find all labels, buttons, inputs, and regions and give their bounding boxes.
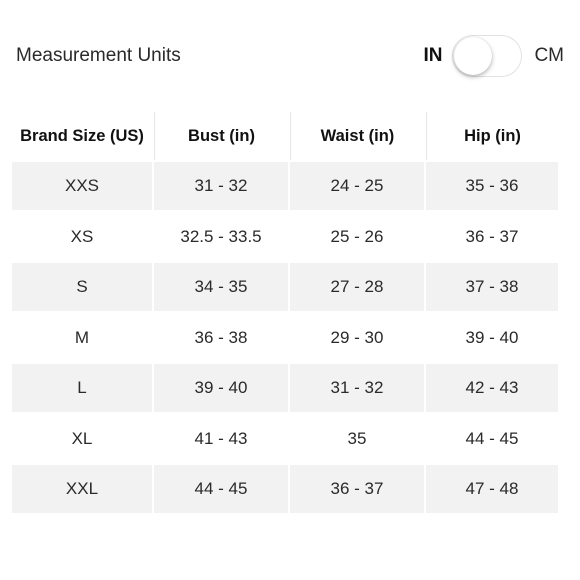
bust-cell: 34 - 35 bbox=[154, 263, 288, 311]
size-cell: XS bbox=[70, 226, 94, 246]
table-row: L 39 - 40 31 - 32 42 - 43 bbox=[12, 364, 558, 412]
size-cell: L bbox=[12, 364, 152, 412]
table-header-row: Brand Size (US) Bust (in) Waist (in) Hip… bbox=[12, 112, 558, 160]
bust-cell: 32.5 - 33.5 bbox=[180, 226, 262, 246]
measurement-units-bar: Measurement Units IN CM bbox=[16, 30, 564, 82]
unit-in-label[interactable]: IN bbox=[423, 45, 443, 66]
table-row: XL 41 - 43 35 44 - 45 bbox=[12, 415, 558, 463]
size-cell: XXS bbox=[12, 162, 152, 210]
table-body: XXS 31 - 32 24 - 25 35 - 36 XS 32.5 - 33… bbox=[12, 162, 558, 513]
bust-cell: 44 - 45 bbox=[154, 465, 288, 513]
measurement-units-label: Measurement Units bbox=[16, 45, 181, 66]
unit-cm-label[interactable]: CM bbox=[534, 45, 564, 66]
header-hip: Hip (in) bbox=[426, 112, 558, 160]
waist-cell: 36 - 37 bbox=[290, 465, 424, 513]
size-cell: S bbox=[12, 263, 152, 311]
hip-cell: 44 - 45 bbox=[465, 428, 519, 448]
waist-cell: 27 - 28 bbox=[290, 263, 424, 311]
hip-cell: 36 - 37 bbox=[465, 226, 519, 246]
header-brand-size: Brand Size (US) bbox=[20, 126, 144, 145]
table-row: S 34 - 35 27 - 28 37 - 38 bbox=[12, 263, 558, 311]
bust-cell: 31 - 32 bbox=[154, 162, 288, 210]
hip-cell: 39 - 40 bbox=[465, 327, 519, 347]
table-row: XXL 44 - 45 36 - 37 47 - 48 bbox=[12, 465, 558, 513]
hip-cell: 42 - 43 bbox=[426, 364, 558, 412]
size-cell: M bbox=[74, 327, 90, 347]
waist-cell: 31 - 32 bbox=[290, 364, 424, 412]
hip-cell: 47 - 48 bbox=[426, 465, 558, 513]
header-bust: Bust (in) bbox=[154, 112, 288, 160]
bust-cell: 39 - 40 bbox=[154, 364, 288, 412]
toggle-knob[interactable] bbox=[454, 37, 493, 75]
bust-cell: 41 - 43 bbox=[194, 428, 248, 448]
header-waist: Waist (in) bbox=[290, 112, 424, 160]
table-row: XS 32.5 - 33.5 25 - 26 36 - 37 bbox=[12, 213, 558, 261]
size-cell: XL bbox=[71, 428, 93, 448]
hip-cell: 35 - 36 bbox=[426, 162, 558, 210]
table-row: XXS 31 - 32 24 - 25 35 - 36 bbox=[12, 162, 558, 210]
waist-cell: 29 - 30 bbox=[330, 327, 384, 347]
table-row: M 36 - 38 29 - 30 39 - 40 bbox=[12, 314, 558, 362]
size-cell: XXL bbox=[12, 465, 152, 513]
unit-toggle-switch[interactable] bbox=[452, 35, 523, 77]
waist-cell: 25 - 26 bbox=[330, 226, 384, 246]
unit-toggle-group: IN CM bbox=[423, 35, 564, 77]
hip-cell: 37 - 38 bbox=[426, 263, 558, 311]
waist-cell: 24 - 25 bbox=[290, 162, 424, 210]
waist-cell: 35 bbox=[347, 428, 367, 448]
size-table: Brand Size (US) Bust (in) Waist (in) Hip… bbox=[12, 112, 558, 516]
bust-cell: 36 - 38 bbox=[194, 327, 248, 347]
